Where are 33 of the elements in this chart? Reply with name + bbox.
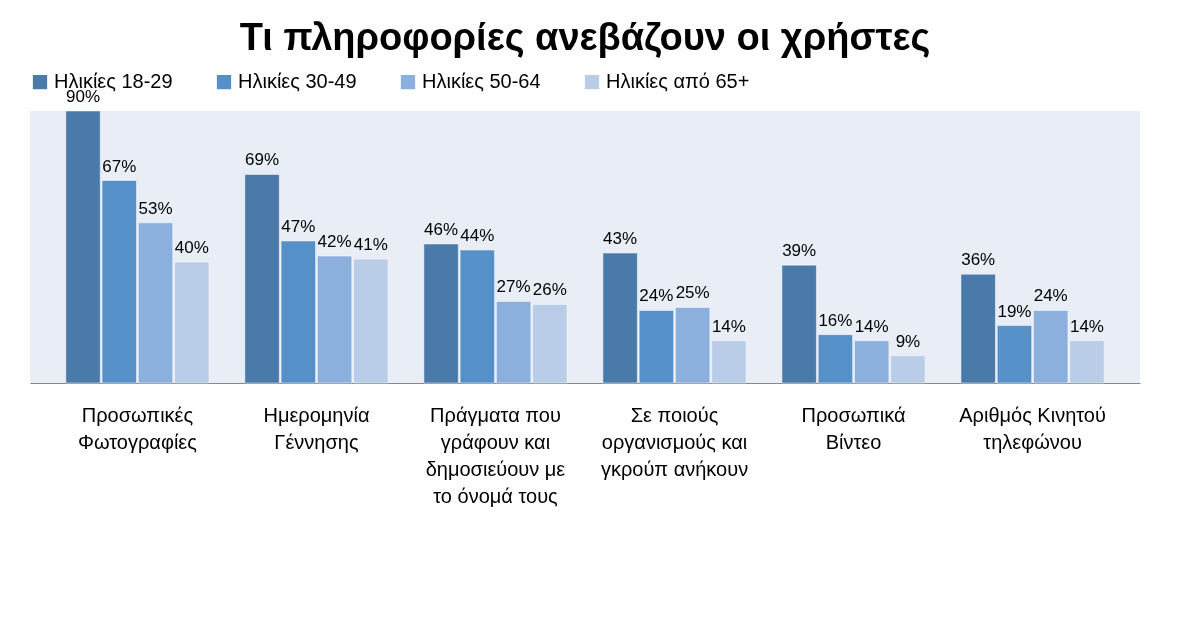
data-label: 44% (460, 226, 495, 246)
x-tick-label: Αριθμός Κινητού τηλεφώνου (959, 403, 1106, 453)
data-label: 24% (1033, 286, 1068, 306)
data-label: 14% (711, 316, 746, 336)
data-label: 42% (317, 232, 352, 252)
data-label: 26% (532, 280, 567, 300)
x-tick-label: Πράγματα που γράφουν και δημοσιεύουν με το όνομά τους (425, 403, 566, 507)
data-label: 14% (854, 316, 889, 336)
data-label: 27% (496, 277, 531, 297)
legend-label: Ηλικίες 30-49 (238, 70, 357, 93)
data-label: 36% (961, 250, 996, 270)
data-label: 46% (424, 219, 459, 239)
x-tick-label: Ημερομηνία Γέννησης (263, 403, 370, 453)
data-label: 39% (782, 241, 817, 261)
data-label: 47% (281, 216, 316, 236)
data-label: 40% (174, 238, 209, 258)
data-label: 41% (353, 235, 388, 255)
data-label: 24% (639, 286, 674, 306)
legend-label: Ηλικίες από 65+ (606, 70, 750, 93)
legend-label: Ηλικίες 50-64 (422, 70, 541, 93)
x-tick-label: Προσωπικά Βίντεο (801, 403, 906, 453)
data-label: 19% (997, 301, 1032, 321)
data-label: 9% (895, 331, 921, 351)
x-tick-label: Προσωπικές Φωτογραφίες (77, 403, 198, 453)
data-label: 14% (1069, 316, 1104, 336)
x-tick-label: Σε ποιούς οργανισμούς και γκρούπ ανήκουν (600, 403, 749, 480)
data-label: 67% (102, 156, 137, 176)
data-label: 69% (245, 150, 280, 170)
data-label: 16% (818, 310, 853, 330)
data-label: 53% (138, 198, 173, 218)
data-label: 43% (603, 229, 638, 249)
data-label: 25% (675, 283, 710, 303)
chart-title: Τι πληροφορίες ανεβάζουν οι χρήστες (239, 16, 931, 58)
